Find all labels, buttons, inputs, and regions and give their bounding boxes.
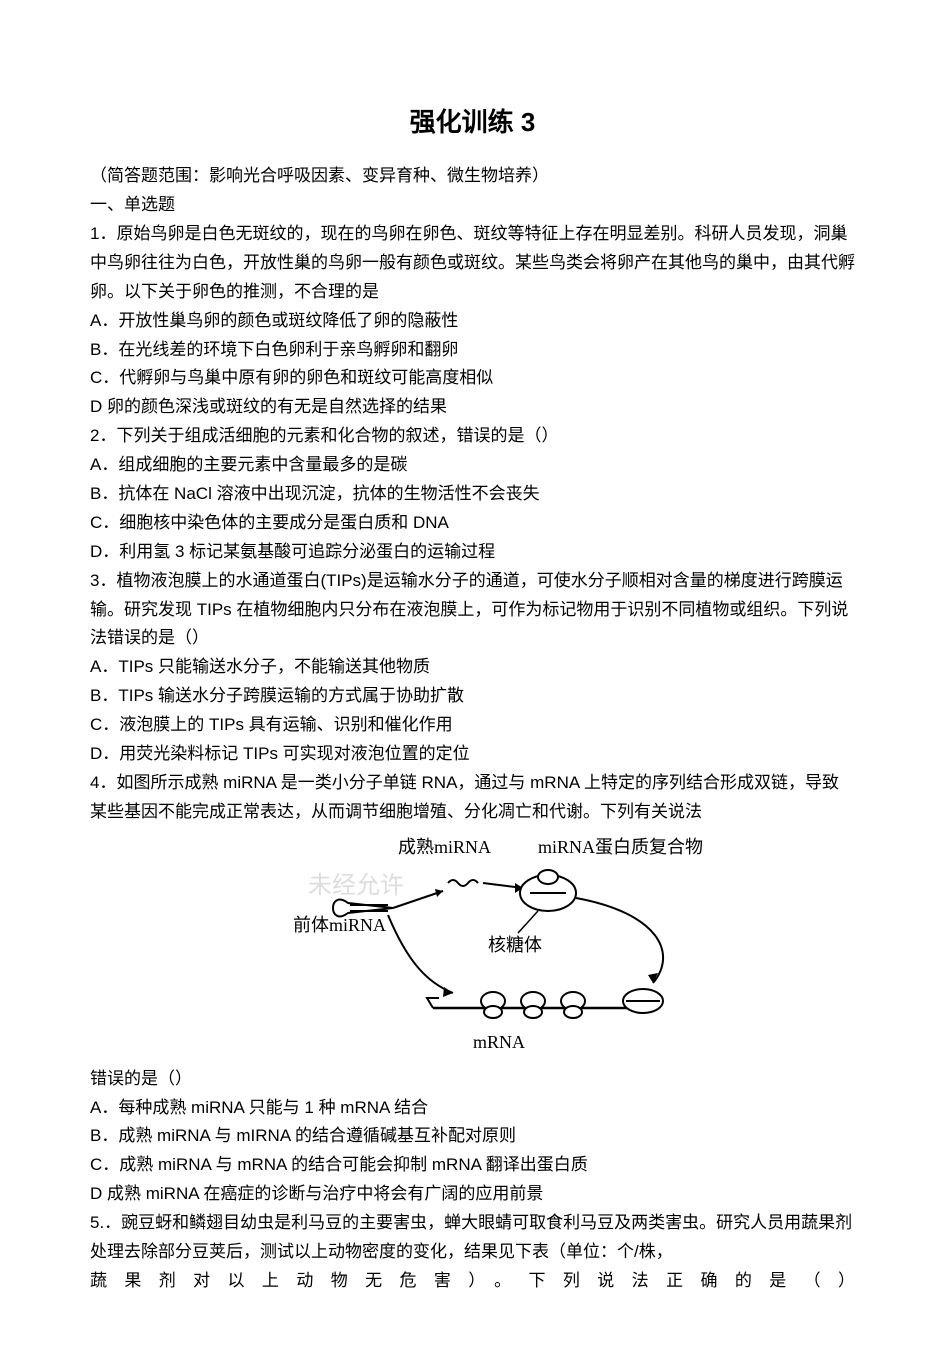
ribosome-2-icon [521, 992, 545, 1018]
q3-option-c: C．液泡膜上的 TIPs 具有运输、识别和催化作用 [90, 711, 855, 740]
ribosome-1-icon [481, 992, 505, 1018]
precursor-hairpin-icon [333, 899, 393, 916]
ribosome-pointer-icon [518, 911, 538, 933]
label-mrna: mRNA [473, 1032, 525, 1052]
q4-option-d: D 成熟 miRNA 在癌症的诊断与治疗中将会有广阔的应用前景 [90, 1180, 855, 1209]
q2-option-d: D．利用氢 3 标记某氨基酸可追踪分泌蛋白的运输过程 [90, 538, 855, 567]
q3-option-a: A．TIPs 只能输送水分子，不能输送其他物质 [90, 653, 855, 682]
watermark-text: 未经允许 [308, 872, 404, 899]
label-ribosome: 核糖体 [488, 935, 542, 955]
q4-option-b: B．成熟 miRNA 与 mIRNA 的结合遵循碱基互补配对原则 [90, 1122, 855, 1151]
q2-option-c: C．细胞核中染色体的主要成分是蛋白质和 DNA [90, 509, 855, 538]
arrow-precursor-to-mrna-icon [388, 915, 453, 993]
page-title: 强化训练 3 [90, 100, 855, 144]
q5-stem-part2: 蔬果剂对以上动物无危害）。下列说法正确的是（） [90, 1267, 855, 1296]
q1-stem: 1．原始鸟卵是白色无斑纹的，现在的鸟卵在卵色、斑纹等特征上存在明显差别。科研人员… [90, 220, 855, 307]
q2-option-a: A．组成细胞的主要元素中含量最多的是碳 [90, 451, 855, 480]
section-heading: 一、单选题 [90, 191, 855, 220]
q2-option-b: B．抗体在 NaCl 溶液中出现沉淀，抗体的生物活性不会丧失 [90, 480, 855, 509]
q1-option-a: A．开放性巢鸟卵的颜色或斑纹降低了卵的隐蔽性 [90, 307, 855, 336]
q1-option-b: B．在光线差的环境下白色卵利于亲鸟孵卵和翻卵 [90, 336, 855, 365]
q4-diagram-wrap: 未经允许 成熟miRNA miRNA蛋白质复合物 前体miRNA 核糖体 [90, 833, 855, 1063]
arrow-complex-to-mrna-icon [576, 898, 663, 983]
q3-option-b: B．TIPs 输送水分子跨膜运输的方式属于协助扩散 [90, 682, 855, 711]
q2-stem: 2．下列关于组成活细胞的元素和化合物的叙述，错误的是（） [90, 422, 855, 451]
mature-mirna-icon [448, 880, 478, 886]
scope-note: （简答题范围：影响光合呼吸因素、变异育种、微生物培养） [90, 162, 855, 191]
arrowhead-4-icon [443, 987, 453, 997]
q3-stem: 3．植物液泡膜上的水通道蛋白(TIPs)是运输水分子的通道，可使水分子顺相对含量… [90, 567, 855, 654]
label-complex: miRNA蛋白质复合物 [538, 837, 703, 857]
ribosome-3-icon [561, 992, 585, 1018]
q3-option-d: D．用荧光染料标记 TIPs 可实现对液泡位置的定位 [90, 740, 855, 769]
q5-stem-part1: 5.．豌豆蚜和鳞翅目幼虫是利马豆的主要害虫，蝉大眼蜻可取食利马豆及两类害虫。研究… [90, 1209, 855, 1267]
complex-small-icon [538, 870, 558, 884]
page: 强化训练 3 （简答题范围：影响光合呼吸因素、变异育种、微生物培养） 一、单选题… [0, 0, 945, 1356]
label-mature-mirna: 成熟miRNA [398, 837, 491, 857]
q1-option-c: C．代孵卵与鸟巢中原有卵的卵色和斑纹可能高度相似 [90, 364, 855, 393]
q4-stem-part2: 错误的是（） [90, 1065, 855, 1094]
label-precursor: 前体miRNA [293, 915, 386, 935]
q4-stem-part1: 4．如图所示成熟 miRNA 是一类小分子单链 RNA，通过与 mRNA 上特定… [90, 769, 855, 827]
mrna-cap-icon [427, 998, 439, 1008]
q4-diagram: 未经允许 成熟miRNA miRNA蛋白质复合物 前体miRNA 核糖体 [238, 833, 708, 1063]
q4-option-c: C．成熟 miRNA 与 mRNA 的结合可能会抑制 mRNA 翻译出蛋白质 [90, 1151, 855, 1180]
q4-option-a: A．每种成熟 miRNA 只能与 1 种 mRNA 结合 [90, 1094, 855, 1123]
arrowhead-1-icon [435, 889, 443, 897]
q1-option-d: D 卵的颜色深浅或斑纹的有无是自然选择的结果 [90, 393, 855, 422]
